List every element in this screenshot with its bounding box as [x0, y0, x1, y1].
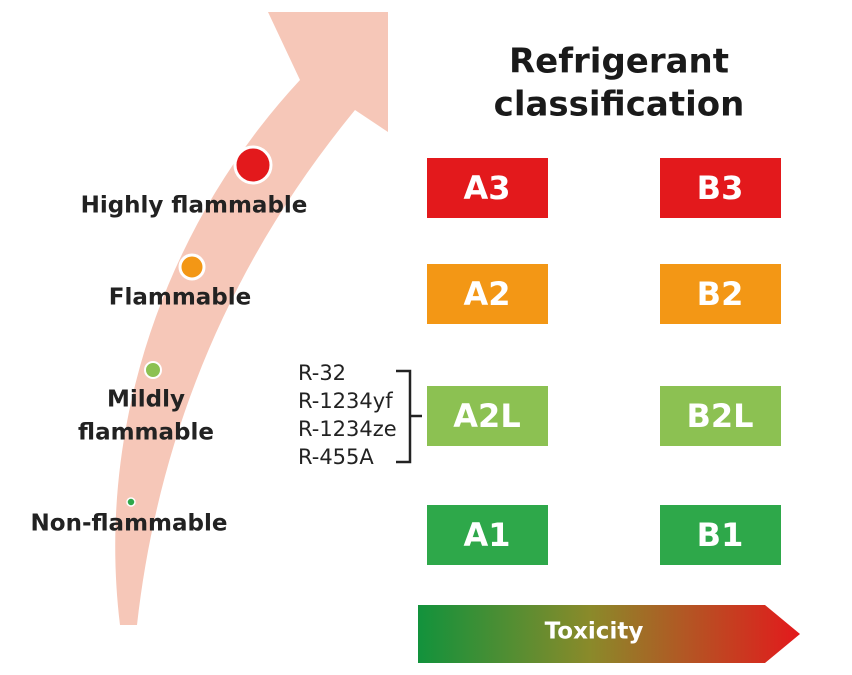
level-label: Flammable: [109, 285, 252, 311]
class-box: [427, 505, 548, 565]
class-box: [660, 386, 781, 446]
title: classification: [494, 85, 745, 125]
class-label: A2: [463, 275, 510, 313]
class-grid: A3 B3 A2 B2 A2L B2L A1 B1: [427, 158, 781, 565]
class-label: B1: [697, 516, 744, 554]
toxicity-arrow: [418, 605, 800, 663]
refrigerant: R-1234ze: [298, 417, 397, 441]
level-dot: [233, 145, 273, 185]
refrigerant: R-32: [298, 361, 346, 385]
level-label: Non-flammable: [31, 511, 228, 537]
level-dot: [126, 497, 136, 507]
class-label: B2L: [686, 397, 753, 435]
class-label: A1: [463, 516, 510, 554]
level-dot: [144, 361, 162, 379]
bracket: [396, 369, 422, 464]
class-box: [660, 505, 781, 565]
class-label: B3: [697, 169, 744, 207]
class-box: [660, 158, 781, 218]
level-dot: [178, 253, 206, 281]
class-label: B2: [697, 275, 744, 313]
refrigerant: R-455A: [298, 445, 374, 469]
level-label: Highly flammable: [81, 193, 308, 219]
class-box: [427, 264, 548, 324]
flammability-arrow: [115, 12, 389, 625]
title: Refrigerant: [509, 42, 729, 82]
level-label: flammable: [78, 420, 214, 446]
toxicity-label: Toxicity: [545, 619, 644, 645]
class-box: [427, 386, 548, 446]
class-box: [660, 264, 781, 324]
level-label: Mildly: [107, 387, 185, 413]
class-label: A2L: [453, 397, 520, 435]
refrigerant: R-1234yf: [298, 389, 393, 413]
class-box: [427, 158, 548, 218]
class-label: A3: [463, 169, 510, 207]
